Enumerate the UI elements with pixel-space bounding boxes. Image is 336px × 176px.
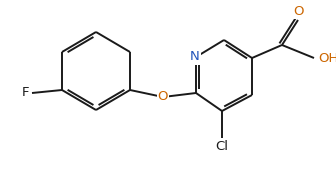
- Text: OH: OH: [318, 52, 336, 64]
- Text: O: O: [294, 5, 304, 18]
- Text: N: N: [190, 51, 200, 64]
- Text: O: O: [158, 90, 168, 103]
- Text: F: F: [22, 86, 29, 99]
- Text: Cl: Cl: [215, 140, 228, 152]
